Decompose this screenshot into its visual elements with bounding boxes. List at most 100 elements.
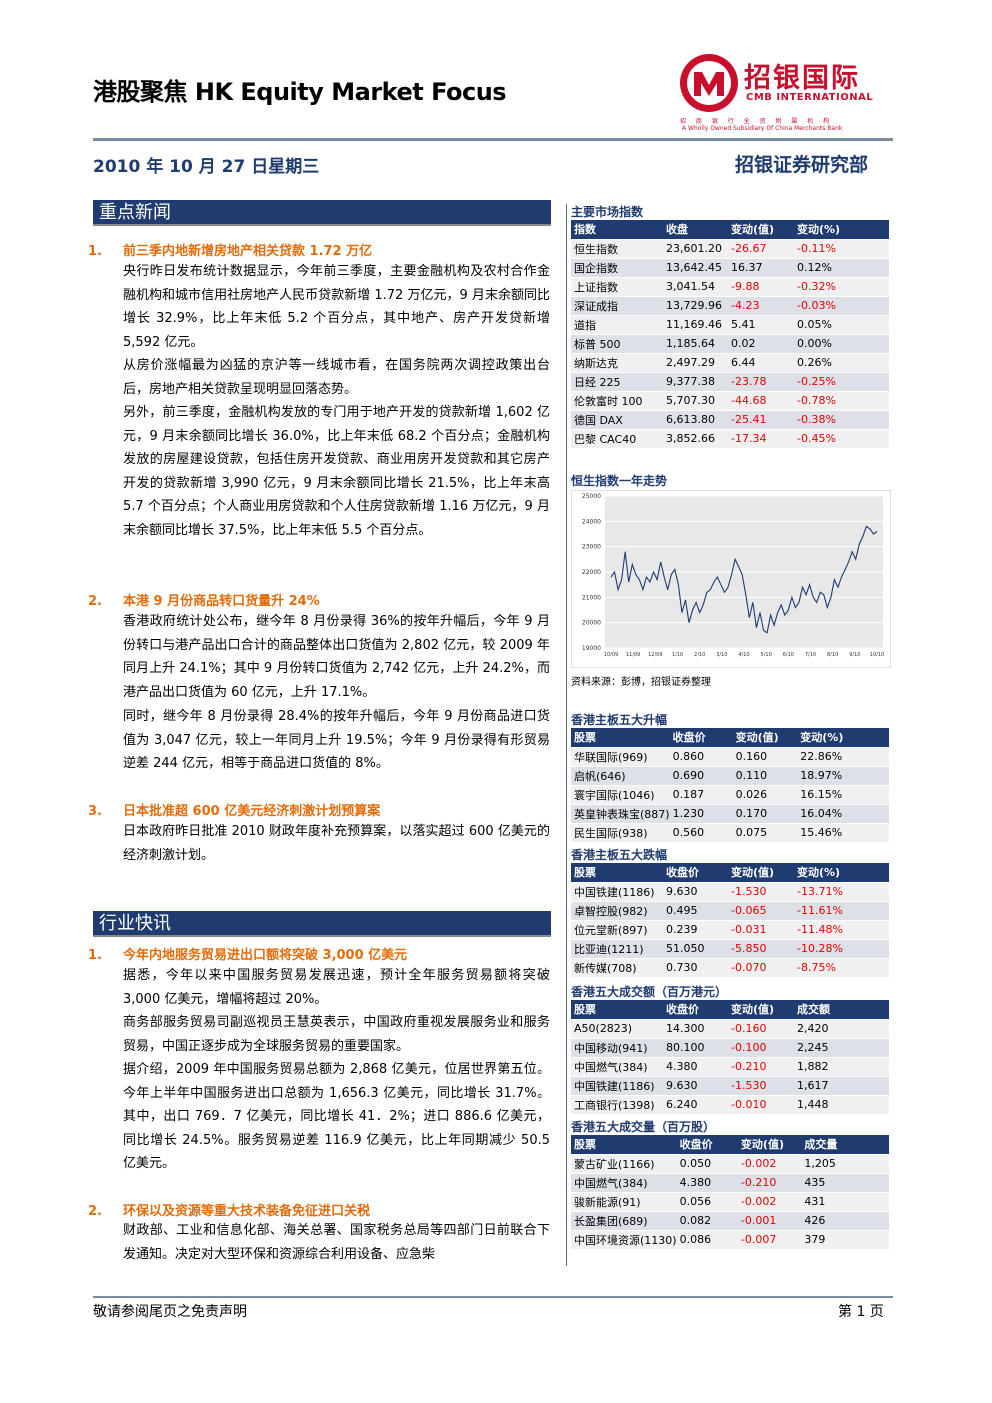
top-losers-table: 股票 收盘价 变动(值) 变动(%) 中国铁建(1186) 9.630 -1.530 -13.… bbox=[571, 863, 889, 978]
header-rule bbox=[93, 138, 893, 141]
industry-item-1-title[interactable]: 1. 今年内地服务贸易进出口额将突破 3,000 亿美元 bbox=[88, 944, 548, 963]
table-cell: 中国环境资源(1130) bbox=[571, 1230, 677, 1250]
table-row[interactable]: 新传媒(708) 0.730 -0.070 -8.75% bbox=[571, 958, 889, 978]
table-row[interactable]: 道指 11,169.46 5.41 0.05% bbox=[571, 315, 889, 335]
indices-title: 主要市场指数 bbox=[571, 205, 644, 219]
table-cell: -44.68 bbox=[728, 391, 794, 411]
table-cell: 426 bbox=[801, 1211, 889, 1231]
table-row[interactable]: 骏新能源(91) 0.056 -0.002 431 bbox=[571, 1192, 889, 1212]
table-row[interactable]: 华联国际(969) 0.860 0.160 22.86% bbox=[571, 747, 889, 767]
column-header: 变动(值) bbox=[728, 220, 794, 240]
table-row[interactable]: 中国移动(941) 80.100 -0.100 2,245 bbox=[571, 1038, 889, 1058]
news-paragraph: 另外，前三季度，金融机构发放的专门用于地产开发的贷款新增 1,602 亿元，9 … bbox=[123, 405, 550, 538]
table-cell: -0.210 bbox=[737, 1173, 802, 1193]
table-cell: 0.560 bbox=[669, 823, 733, 843]
table-row[interactable]: 比亚迪(1211) 51.050 -5.850 -10.28% bbox=[571, 939, 889, 959]
table-cell: 22.86% bbox=[797, 747, 889, 767]
y-tick-label: 25000 bbox=[582, 493, 601, 500]
market-indices-table: 指数 收盘 变动(值) 变动(%) 恒生指数 23,601.20 -26.67 -0.11% 国… bbox=[571, 220, 889, 449]
table-row[interactable]: 中国燃气(384) 4.380 -0.210 1,882 bbox=[571, 1057, 889, 1077]
table-cell: -0.03% bbox=[794, 296, 889, 316]
table-cell: -0.32% bbox=[794, 277, 889, 297]
industry-paragraph: 据介绍，2009 年中国服务贸易总额为 2,868 亿美元，位居世界第五位。今年… bbox=[123, 1062, 550, 1172]
table-row[interactable]: 工商银行(1398) 6.240 -0.010 1,448 bbox=[571, 1095, 889, 1115]
x-tick-label: 11/09 bbox=[626, 652, 640, 658]
y-tick-label: 21000 bbox=[582, 594, 601, 601]
table-cell: 0.690 bbox=[669, 766, 733, 786]
table-cell: 恒生指数 bbox=[571, 239, 663, 259]
news-item-2-title[interactable]: 2. 本港 9 月份商品转口货量升 24% bbox=[88, 590, 548, 609]
table-cell: -0.001 bbox=[737, 1211, 802, 1231]
table-row[interactable]: 长盈集团(689) 0.082 -0.001 426 bbox=[571, 1211, 889, 1231]
table-row[interactable]: 巴黎 CAC40 3,852.66 -17.34 -0.45% bbox=[571, 429, 889, 449]
cmb-international-logo: 招银国际 CMB INTERNATIONAL 招 商 银 行 全 资 附 属 机… bbox=[678, 52, 898, 134]
table-cell: -0.002 bbox=[737, 1154, 802, 1174]
table-cell: 9,377.38 bbox=[663, 372, 728, 392]
table-row[interactable]: 深证成指 13,729.96 -4.23 -0.03% bbox=[571, 296, 889, 316]
news-paragraph: 从房价涨幅最为凶猛的京沪等一线城市看，在国务院两次调控政策出台后，房地产相关贷款… bbox=[123, 358, 550, 397]
table-cell: 16.15% bbox=[797, 785, 889, 805]
news-item-1-title[interactable]: 1. 前三季内地新增房地产相关贷款 1.72 万亿 bbox=[88, 240, 548, 259]
x-tick-label: 1/10 bbox=[672, 652, 683, 658]
table-cell: 寰宇国际(1046) bbox=[571, 785, 670, 805]
table-row[interactable]: 上证指数 3,041.54 -9.88 -0.32% bbox=[571, 277, 889, 297]
table-row[interactable]: 民生国际(938) 0.560 0.075 15.46% bbox=[571, 823, 889, 843]
table-cell: 2,497.29 bbox=[663, 353, 728, 373]
top-volume-table: 股票 收盘价 变动(值) 成交量 蒙古矿业(1166) 0.050 -0.002 1,205 中… bbox=[571, 1135, 889, 1250]
table-cell: 1,882 bbox=[794, 1057, 889, 1077]
volume-title: 香港五大成交量（百万股） bbox=[571, 1120, 716, 1134]
table-cell: 巴黎 CAC40 bbox=[571, 429, 663, 449]
table-cell: 1,448 bbox=[794, 1095, 889, 1115]
table-cell: 5.41 bbox=[728, 315, 794, 335]
table-row[interactable]: 标普 500 1,185.64 0.02 0.00% bbox=[571, 334, 889, 354]
table-row[interactable]: 伦敦富时 100 5,707.30 -44.68 -0.78% bbox=[571, 391, 889, 411]
table-row[interactable]: 中国环境资源(1130) 0.086 -0.007 379 bbox=[571, 1230, 889, 1250]
x-tick-label: 3/10 bbox=[716, 652, 727, 658]
table-cell: 3,852.66 bbox=[663, 429, 728, 449]
table-row[interactable]: 中国燃气(384) 4.380 -0.210 435 bbox=[571, 1173, 889, 1193]
table-row[interactable]: 蒙古矿业(1166) 0.050 -0.002 1,205 bbox=[571, 1154, 889, 1174]
table-cell: 深证成指 bbox=[571, 296, 663, 316]
table-row[interactable]: 恒生指数 23,601.20 -26.67 -0.11% bbox=[571, 239, 889, 259]
table-row[interactable]: 英皇钟表珠宝(887) 1.230 0.170 16.04% bbox=[571, 804, 889, 824]
news-paragraph: 同时，继今年 8 月份录得 28.4%的按年升幅后，今年 9 月份商品进口货值为… bbox=[123, 709, 550, 772]
table-row[interactable]: 启帆(646) 0.690 0.110 18.97% bbox=[571, 766, 889, 786]
table-row[interactable]: 纳斯达克 2,497.29 6.44 0.26% bbox=[571, 353, 889, 373]
table-cell: -0.210 bbox=[728, 1057, 794, 1077]
industry-item-2-title[interactable]: 2. 环保以及资源等重大技术装备免征进口关税 bbox=[88, 1200, 548, 1219]
table-row[interactable]: 寰宇国际(1046) 0.187 0.026 16.15% bbox=[571, 785, 889, 805]
section-title: 重点新闻 bbox=[99, 202, 171, 223]
table-cell: 4.380 bbox=[663, 1057, 728, 1077]
table-cell: 15.46% bbox=[797, 823, 889, 843]
top-gainers-table: 股票 收盘价 变动(值) 变动(%) 华联国际(969) 0.860 0.160 22.86%… bbox=[571, 728, 889, 843]
table-row[interactable]: 卓智控股(982) 0.495 -0.065 -11.61% bbox=[571, 901, 889, 921]
table-row[interactable]: 中国铁建(1186) 9.630 -1.530 -13.71% bbox=[571, 882, 889, 902]
table-cell: -0.160 bbox=[728, 1019, 794, 1039]
table-row[interactable]: A50(2823) 14.300 -0.160 2,420 bbox=[571, 1019, 889, 1039]
table-cell: -0.78% bbox=[794, 391, 889, 411]
table-cell: 中国燃气(384) bbox=[571, 1173, 677, 1193]
table-cell: 11,169.46 bbox=[663, 315, 728, 335]
table-cell: 中国铁建(1186) bbox=[571, 882, 663, 902]
x-tick-label: 6/10 bbox=[783, 652, 794, 658]
table-row[interactable]: 中国铁建(1186) 9.630 -1.530 1,617 bbox=[571, 1076, 889, 1096]
table-row[interactable]: 德国 DAX 6,613.80 -25.41 -0.38% bbox=[571, 410, 889, 430]
table-cell: 纳斯达克 bbox=[571, 353, 663, 373]
table-cell: 民生国际(938) bbox=[571, 823, 670, 843]
logo-name: 招银国际 bbox=[744, 63, 860, 94]
table-cell: -0.38% bbox=[794, 410, 889, 430]
item-title: 日本批准超 600 亿美元经济刺激计划预算案 bbox=[123, 804, 381, 819]
table-cell: 中国燃气(384) bbox=[571, 1057, 663, 1077]
x-tick-label: 2/10 bbox=[694, 652, 705, 658]
column-header: 股票 bbox=[571, 1135, 677, 1155]
table-cell: 5,707.30 bbox=[663, 391, 728, 411]
x-tick-label: 4/10 bbox=[738, 652, 749, 658]
page-title: 港股聚焦 HK Equity Market Focus bbox=[93, 78, 507, 106]
table-row[interactable]: 国企指数 13,642.45 16.37 0.12% bbox=[571, 258, 889, 278]
x-tick-label: 7/10 bbox=[805, 652, 816, 658]
table-row[interactable]: 日经 225 9,377.38 -23.78 -0.25% bbox=[571, 372, 889, 392]
table-cell: 工商银行(1398) bbox=[571, 1095, 663, 1115]
table-row[interactable]: 位元堂新(897) 0.239 -0.031 -11.48% bbox=[571, 920, 889, 940]
news-item-3-title[interactable]: 3. 日本批准超 600 亿美元经济刺激计划预算案 bbox=[88, 800, 548, 819]
source-note: 资料来源：彭博，招银证券整理 bbox=[571, 677, 711, 688]
